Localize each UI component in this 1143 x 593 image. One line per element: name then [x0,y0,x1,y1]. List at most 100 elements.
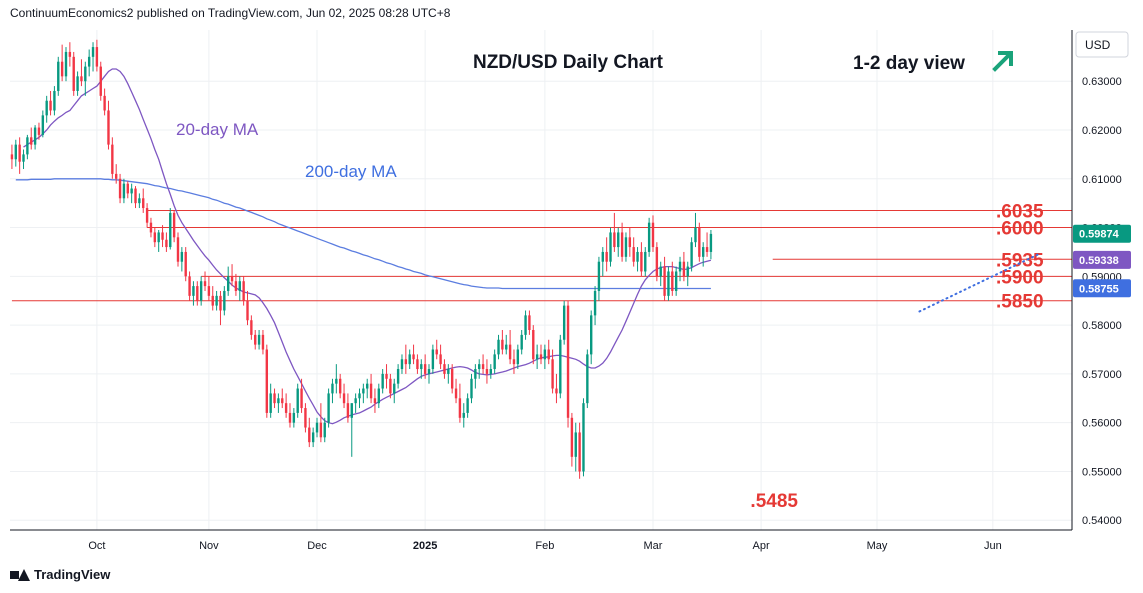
tradingview-brand[interactable]: TradingView [10,567,110,582]
tradingview-logo-icon [10,568,30,581]
price-badge [1073,279,1131,298]
candle-body [674,271,678,291]
candle-body [709,233,713,252]
candle-body [644,251,647,272]
candle-body [311,432,315,443]
candle-body [524,315,527,335]
candle-body [501,339,504,350]
candle-body [273,393,276,404]
price-badge-label: 0.58755 [1079,283,1119,295]
candle-body [508,344,512,360]
candle-body [582,403,585,472]
candle-body [423,364,427,374]
axes: USD0.630000.620000.610000.600000.590000.… [10,30,1131,552]
candle-body [620,232,624,257]
candle-body [68,51,72,57]
x-tick-label: May [867,540,888,552]
candle-body [373,398,377,404]
candle-body [234,281,238,291]
candle-body [277,398,280,404]
candle-body [346,403,350,418]
candle-body [215,295,218,306]
candle-body [335,378,338,384]
candle-body [493,354,496,370]
view-annotation: 1-2 day view [853,53,965,74]
candle-body [254,334,257,345]
candle-body [450,369,454,389]
candle-body [130,188,133,194]
candle-body [169,212,172,248]
candle-body [84,66,87,82]
candle-body [230,276,234,282]
candle-body [678,261,682,272]
candle-body [45,100,48,116]
candle-body [366,383,369,389]
y-tick-label: 0.54000 [1082,515,1122,527]
candle-body [118,178,122,199]
candle-body [33,127,37,145]
candle-body [705,247,709,252]
candle-body [481,364,485,370]
candle-body [211,295,214,306]
candle-body [327,393,330,423]
candle-body [265,349,269,413]
candle-body [60,61,64,77]
ma20-label: 20-day MA [176,120,259,139]
candle-body [439,354,442,365]
candle-body [99,66,102,96]
candle-body [196,286,199,301]
candle-body [261,334,265,350]
x-tick-label: Dec [307,540,327,552]
candle-body [647,222,651,252]
candle-body [207,286,211,296]
x-tick-label: Nov [199,540,219,552]
candle-body [315,422,319,433]
candle-body [149,222,153,233]
candle-body [667,271,670,296]
candle-body [466,398,469,413]
price-badge-label: 0.59874 [1079,229,1120,241]
price-badge-label: 0.59338 [1079,255,1119,267]
candle-body [400,359,404,370]
candle-body [609,232,612,262]
candle-body [103,95,106,111]
candle-body [354,398,357,404]
currency-box[interactable] [1075,31,1129,58]
candle-body [242,281,245,301]
candle-body [180,251,184,262]
candle-body [342,393,346,404]
candle-body [238,281,241,291]
candle-body [520,334,523,350]
candle-body [377,388,381,404]
candle-body [64,51,68,77]
candle-body [427,369,431,374]
ma200-label: 200-day MA [305,162,397,181]
candle-body [701,247,705,257]
candle-body [636,251,639,262]
candle-body [385,373,388,379]
candle-body [698,227,701,257]
candle-body [22,154,25,162]
candle-body [694,227,697,243]
x-tick-label: Feb [535,540,554,552]
price-badge [1073,224,1131,243]
candle-body [172,212,176,238]
candle-body [281,398,284,404]
candle-body [574,432,577,457]
candle-body [447,369,450,374]
candle-body [489,369,492,374]
candle-body [76,76,79,91]
candle-body [14,144,17,160]
candle-body [478,364,481,370]
price-badge [1073,250,1131,269]
candle-body [296,388,299,413]
candle-body [593,290,597,316]
candle-body [358,393,361,399]
y-tick-label: 0.55000 [1082,466,1122,478]
grid-lines [10,30,1072,530]
candle-body [87,56,91,67]
candle-body [663,266,666,296]
candle-body [659,266,662,277]
candle-body [284,403,288,413]
